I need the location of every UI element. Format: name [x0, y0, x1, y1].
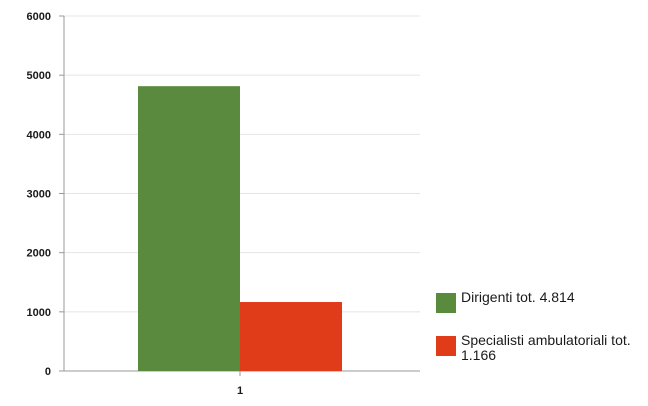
legend: Dirigenti tot. 4.814 Specialisti ambulat…	[436, 290, 648, 383]
bar-series-1	[240, 302, 342, 371]
y-tick-label: 6000	[27, 11, 51, 23]
y-tick-label: 3000	[27, 189, 51, 201]
legend-swatch-specialisti	[436, 336, 456, 356]
x-tick-label: 1	[237, 385, 243, 397]
bar-series-0	[138, 86, 240, 372]
legend-swatch-dirigenti	[436, 293, 456, 313]
y-tick-label: 0	[45, 366, 51, 378]
legend-item-specialisti: Specialisti ambulatoriali tot. 1.166	[436, 333, 648, 363]
x-tick-labels: 1	[237, 385, 243, 397]
y-tick-label: 4000	[27, 129, 51, 141]
legend-label-dirigenti: Dirigenti tot. 4.814	[461, 289, 575, 305]
y-tick-labels: 0 1000 2000 3000 4000 5000 6000	[27, 11, 51, 378]
gridlines	[59, 15, 420, 372]
y-tick-label: 1000	[27, 307, 51, 319]
y-tick-label: 2000	[27, 248, 51, 260]
legend-label-specialisti: Specialisti ambulatoriali tot. 1.166	[461, 332, 631, 363]
legend-item-dirigenti: Dirigenti tot. 4.814	[436, 290, 648, 313]
bars	[138, 86, 342, 372]
y-tick-label: 5000	[27, 70, 51, 82]
